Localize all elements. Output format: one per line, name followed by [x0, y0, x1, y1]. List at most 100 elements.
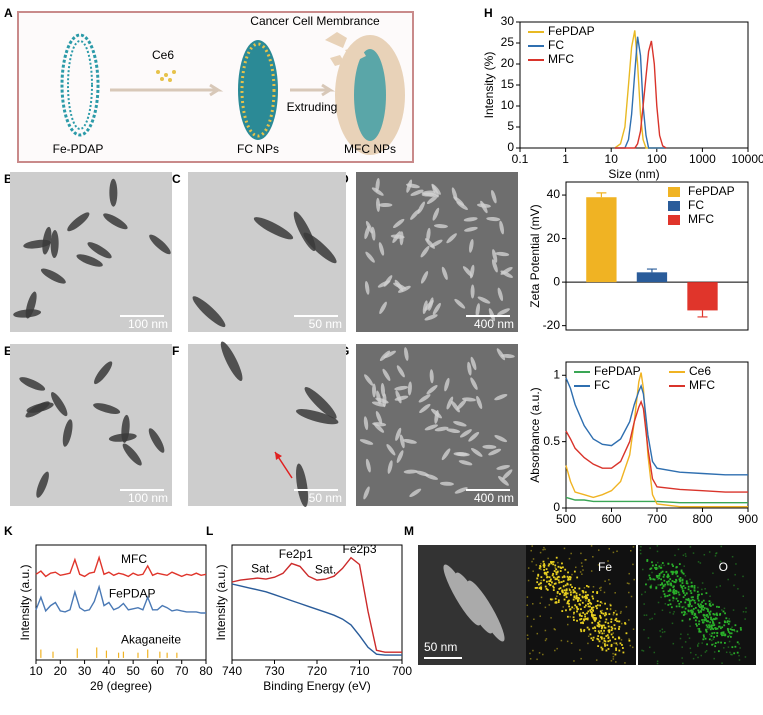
- map-dot: [655, 566, 658, 569]
- map-dot: [576, 576, 579, 579]
- map-dot: [555, 573, 558, 576]
- map-dot: [713, 618, 716, 621]
- channel-label: Fe: [598, 560, 612, 574]
- map-dot: [583, 629, 586, 631]
- nanoparticle: [386, 443, 396, 456]
- map-dot: [642, 568, 644, 571]
- map-dot: [582, 591, 585, 594]
- map-dot: [607, 560, 609, 562]
- map-dot: [592, 591, 594, 593]
- nanoparticle: [488, 308, 496, 322]
- map-dot: [601, 626, 604, 629]
- nanoparticle: [149, 234, 171, 255]
- map-dot: [682, 554, 685, 557]
- map-dot: [569, 591, 572, 594]
- map-dot: [645, 614, 648, 616]
- map-dot: [569, 583, 572, 586]
- map-dot: [572, 591, 575, 594]
- map-dot: [604, 640, 607, 643]
- map-dot: [651, 564, 654, 567]
- step-label: Ce6: [152, 48, 174, 62]
- map-dot: [583, 606, 586, 608]
- map-dot: [605, 613, 608, 616]
- panel-label: C: [172, 172, 181, 186]
- map-dot: [728, 640, 731, 643]
- map-dot: [601, 602, 603, 604]
- map-dot: [610, 633, 613, 636]
- nanoparticle: [296, 463, 309, 508]
- map-dot: [697, 603, 700, 606]
- map-dot: [592, 627, 594, 630]
- map-dot: [663, 593, 666, 596]
- map-dot: [715, 552, 718, 554]
- nanoparticle: [441, 266, 448, 280]
- map-dot: [714, 555, 717, 557]
- map-dot: [681, 619, 684, 622]
- map-dot: [727, 631, 730, 633]
- map-dot: [580, 615, 583, 617]
- map-dot: [731, 555, 734, 558]
- map-dot: [709, 613, 711, 616]
- map-dot: [606, 644, 609, 647]
- map-dot: [674, 589, 677, 592]
- map-dot: [584, 597, 587, 600]
- map-dot: [597, 645, 600, 648]
- map-dot: [639, 552, 642, 555]
- map-dot: [603, 591, 606, 594]
- map-dot: [603, 614, 606, 617]
- data-line: [231, 583, 402, 656]
- map-dot: [554, 597, 557, 600]
- map-dot: [592, 614, 595, 616]
- map-dot: [745, 611, 747, 613]
- map-dot: [536, 577, 539, 580]
- nanoparticle: [409, 488, 422, 497]
- map-dot: [681, 646, 683, 648]
- map-dot: [656, 545, 659, 547]
- map-dot: [568, 602, 570, 605]
- map-dot: [680, 601, 682, 603]
- nanoparticle: [394, 395, 409, 401]
- map-dot: [598, 587, 601, 590]
- map-dot: [672, 613, 675, 615]
- nanoparticle: [492, 249, 498, 263]
- map-dot: [542, 579, 545, 582]
- step-label: Extruding: [287, 100, 338, 114]
- map-dot: [687, 585, 690, 588]
- panel-label: L: [206, 524, 213, 538]
- map-dot: [666, 575, 669, 578]
- nanoparticle: [486, 216, 501, 222]
- y-axis-label: Intensity (%): [482, 52, 496, 119]
- map-dot: [602, 642, 604, 644]
- data-line: [231, 556, 402, 653]
- map-dot: [673, 580, 676, 583]
- map-dot: [624, 622, 627, 625]
- map-dot: [649, 618, 651, 621]
- map-dot: [595, 605, 598, 607]
- map-dot: [696, 595, 699, 598]
- map-dot: [703, 553, 706, 556]
- map-dot: [552, 560, 555, 563]
- map-dot: [538, 652, 541, 654]
- map-dot: [701, 605, 704, 608]
- x-tick-label: 1: [562, 152, 569, 166]
- map-dot: [597, 630, 600, 633]
- map-dot: [734, 645, 737, 648]
- error-bar: [697, 310, 708, 318]
- map-dot: [607, 625, 610, 628]
- map-dot: [537, 574, 540, 577]
- map-dot: [585, 595, 587, 598]
- map-dot: [573, 607, 575, 610]
- nanoparticle: [432, 207, 440, 221]
- map-dot: [703, 621, 706, 623]
- nanoparticle: [403, 439, 417, 444]
- nanoparticle: [394, 279, 404, 292]
- map-dot: [742, 595, 745, 597]
- map-dot: [708, 638, 711, 641]
- map-dot: [607, 622, 610, 625]
- bar: [687, 282, 718, 311]
- map-dot: [569, 578, 572, 581]
- x-tick-label: 30: [78, 664, 92, 678]
- map-dot: [573, 595, 576, 598]
- map-dot: [727, 629, 730, 632]
- map-dot: [646, 559, 649, 561]
